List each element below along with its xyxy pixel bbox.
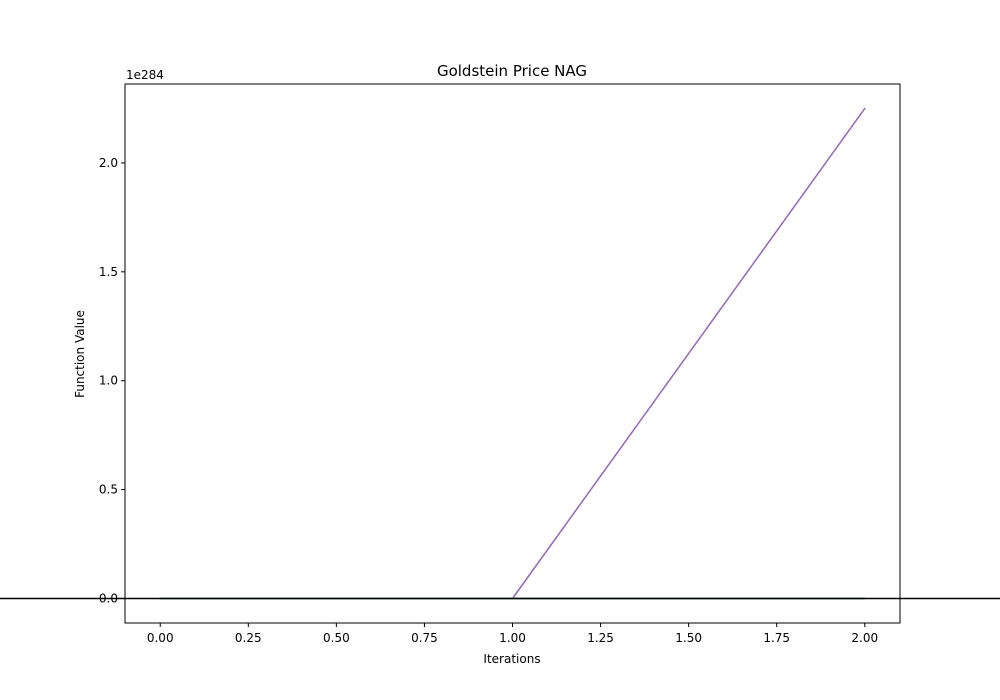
y-tick-label: 1.5 — [99, 265, 118, 279]
plot-area: 0.00 0.25 0.50 0.75 1.00 1.25 1.50 1.75 2.00 0.0 0… — [0, 83, 1000, 645]
x-tick-label: 0.75 — [411, 631, 438, 645]
y-axis-label: Function Value — [73, 310, 87, 398]
y-tick-label: 1.0 — [99, 374, 118, 388]
x-tick-label: 1.75 — [763, 631, 790, 645]
chart-title: Goldstein Price NAG — [437, 62, 587, 80]
x-tick-label: 2.00 — [851, 631, 878, 645]
x-tick-label: 0.50 — [323, 631, 350, 645]
y-tick-label: 0.5 — [99, 483, 118, 497]
series-line-5 — [159, 107, 866, 600]
y-tick-label: 0.0 — [99, 592, 118, 606]
axes-frame — [124, 83, 901, 624]
x-axis-label: Iterations — [483, 652, 540, 666]
x-tick-label: 1.00 — [499, 631, 526, 645]
y-axis-offset-label: 1e284 — [126, 68, 164, 82]
x-tick-label: 1.50 — [675, 631, 702, 645]
x-tick-label: 0.25 — [235, 631, 262, 645]
x-tick-label: 1.25 — [587, 631, 614, 645]
y-tick-label: 2.0 — [99, 156, 118, 170]
x-tick-label: 0.00 — [147, 631, 174, 645]
